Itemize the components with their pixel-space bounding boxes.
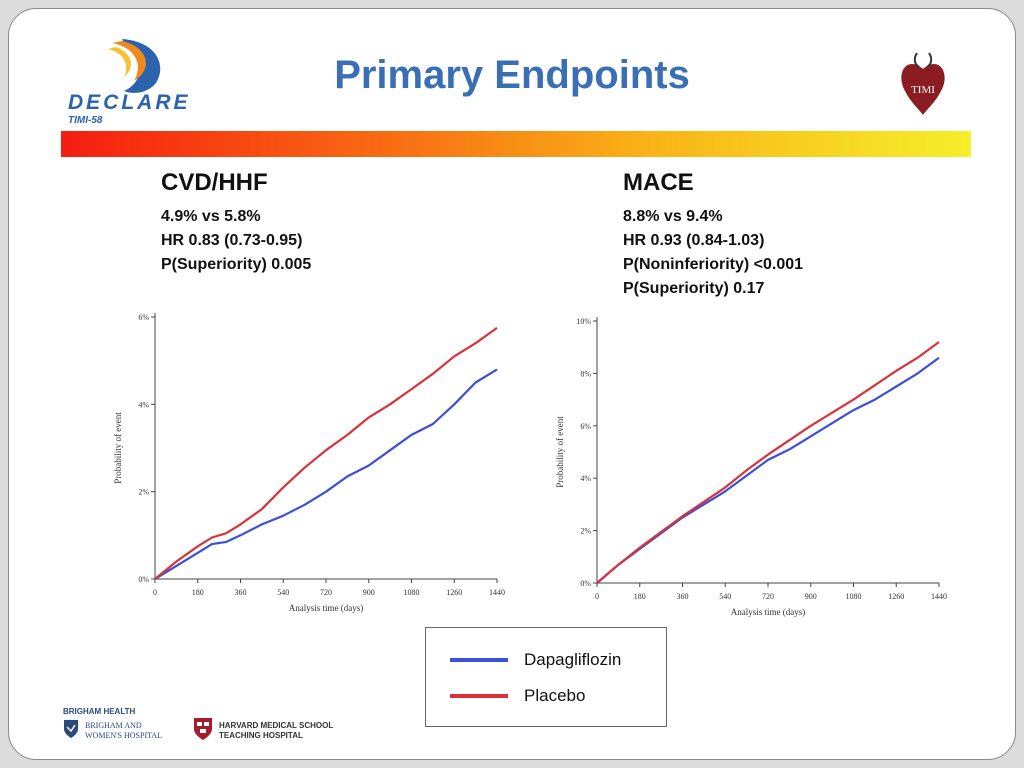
brigham-logo-line2: BRIGHAM AND (85, 721, 142, 730)
x-tick-label: 1080 (846, 592, 862, 601)
brigham-logo: BRIGHAM HEALTH BRIGHAM AND WOMEN'S HOSPI… (63, 707, 193, 747)
brigham-logo-line3: WOMEN'S HOSPITAL (85, 731, 163, 740)
series-line-dapagliflozin (596, 356, 940, 584)
y-tick-label: 6% (580, 422, 591, 431)
y-axis-label: Probability of event (113, 412, 123, 484)
x-tick-label: 360 (235, 588, 247, 597)
brigham-shield-icon (64, 720, 78, 738)
panel-stat: 4.9% vs 5.8% (161, 208, 261, 225)
chart-cvd-hhf: 0% 2% 4% 6% 0 180 360 540 720 900 1080 1260 1440 Anal… (113, 313, 505, 613)
harvard-logo: HARVARD MEDICAL SCHOOL TEACHING HOSPITAL (193, 717, 363, 747)
x-tick-label: 900 (363, 588, 375, 597)
timi-logo: TIMI (897, 51, 949, 117)
panel-stat: HR 0.93 (0.84-1.03) (623, 232, 765, 249)
declare-logo-text: DECLARE (68, 91, 191, 114)
y-axis-label: Probability of event (555, 416, 565, 488)
panel-stat: P(Superiority) 0.005 (161, 256, 312, 273)
header-gradient-bar (61, 131, 971, 157)
series-line-placebo (154, 327, 498, 580)
y-tick-label: 6% (138, 313, 149, 322)
slide-title: Primary Endpoints (334, 53, 690, 97)
x-tick-label: 0 (595, 592, 599, 601)
timi-logo-text: TIMI (911, 84, 935, 96)
legend-entry: Dapagliflozin (450, 650, 621, 670)
harvard-logo-line1: HARVARD MEDICAL SCHOOL (219, 721, 334, 730)
y-tick-label: 2% (580, 527, 591, 536)
chart-legend: Dapagliflozin Placebo (425, 627, 667, 727)
y-tick-label: 4% (580, 474, 591, 483)
y-tick-label: 4% (138, 400, 149, 409)
x-tick-label: 1440 (489, 588, 505, 597)
x-tick-label: 360 (677, 592, 689, 601)
x-axis-label: Analysis time (days) (731, 607, 806, 617)
declare-logo: DECLARE TIMI-58 (64, 33, 214, 133)
y-tick-label: 10% (576, 317, 591, 326)
panel-stat: P(Superiority) 0.17 (623, 280, 765, 297)
timi-heart-icon: TIMI (901, 52, 945, 115)
x-tick-label: 540 (719, 592, 731, 601)
panel-stat: P(Noninferiority) <0.001 (623, 256, 804, 273)
x-tick-label: 720 (320, 588, 332, 597)
x-tick-label: 180 (192, 588, 204, 597)
series-line-dapagliflozin (154, 368, 498, 580)
legend-label: Placebo (524, 686, 586, 705)
y-tick-label: 0% (138, 575, 149, 584)
x-tick-label: 1260 (446, 588, 462, 597)
panel-stat: 8.8% vs 9.4% (623, 208, 723, 225)
x-tick-label: 180 (634, 592, 646, 601)
panel-title-cvd-hhf: CVD/HHF (161, 169, 268, 196)
legend-entry: Placebo (450, 686, 585, 706)
x-tick-label: 1440 (931, 592, 947, 601)
x-tick-label: 1080 (404, 588, 420, 597)
legend-swatch (450, 694, 508, 698)
panel-stat: HR 0.83 (0.73-0.95) (161, 232, 303, 249)
declare-swoosh-icon (108, 39, 161, 93)
chart-mace: 0% 2% 4% 6% 8% 10% 0 180 360 540 720 900 1080 1260 144… (555, 317, 947, 617)
legend-label: Dapagliflozin (524, 650, 622, 669)
declare-logo-subtext: TIMI-58 (68, 115, 103, 126)
series-line-placebo (596, 341, 940, 584)
x-axis-label: Analysis time (days) (289, 603, 364, 613)
y-tick-label: 2% (138, 488, 149, 497)
x-tick-label: 720 (762, 592, 774, 601)
panel-title-mace: MACE (623, 169, 694, 196)
x-tick-label: 0 (153, 588, 157, 597)
y-tick-label: 8% (580, 369, 591, 378)
slide: DECLARE TIMI-58 Primary Endpoints TIMI C… (8, 8, 1016, 760)
y-tick-label: 0% (580, 579, 591, 588)
legend-swatch (450, 658, 508, 662)
brigham-logo-line1: BRIGHAM HEALTH (63, 707, 136, 716)
harvard-logo-line2: TEACHING HOSPITAL (219, 731, 303, 740)
x-tick-label: 1260 (888, 592, 904, 601)
x-tick-label: 900 (805, 592, 817, 601)
x-tick-label: 540 (277, 588, 289, 597)
harvard-shield-icon (194, 718, 212, 740)
